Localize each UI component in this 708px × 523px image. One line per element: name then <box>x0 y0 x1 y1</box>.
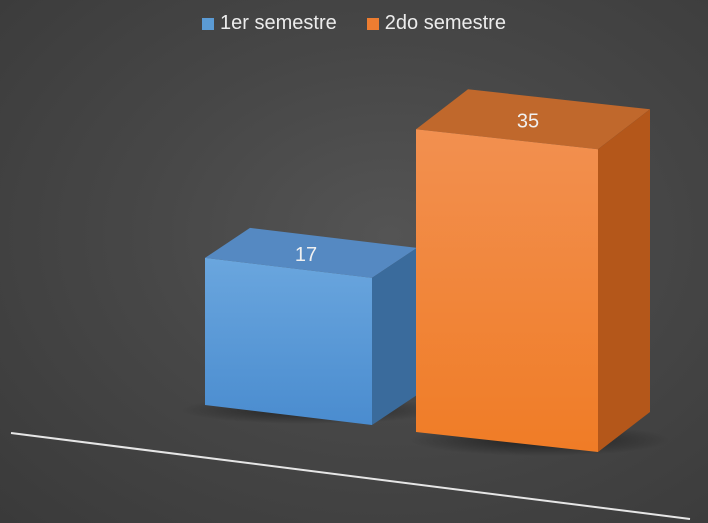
bar-2do-semestre <box>416 89 650 453</box>
legend-swatch-blue <box>202 17 215 30</box>
data-label-1er-semestre: 17 <box>295 244 317 266</box>
data-label-2do-semestre: 35 <box>517 110 539 132</box>
legend: 1er semestre 2do semestre <box>0 12 708 35</box>
bar-2-top-face <box>416 89 650 150</box>
bar-1-side-face <box>372 247 417 425</box>
legend-item-2do-semestre: 2do semestre <box>366 12 506 35</box>
bar-1-front-face <box>205 257 372 425</box>
legend-label-1er-semestre: 1er semestre <box>220 12 337 34</box>
bar-2-side-face <box>598 109 650 453</box>
bar-1-top-face <box>205 227 417 278</box>
legend-swatch-orange <box>366 17 379 30</box>
bar-1er-semestre <box>205 227 417 425</box>
x-axis-line <box>10 432 691 520</box>
bar-2-front-face <box>416 129 598 453</box>
legend-item-1er-semestre: 1er semestre <box>202 12 337 35</box>
legend-label-2do-semestre: 2do semestre <box>384 12 506 34</box>
